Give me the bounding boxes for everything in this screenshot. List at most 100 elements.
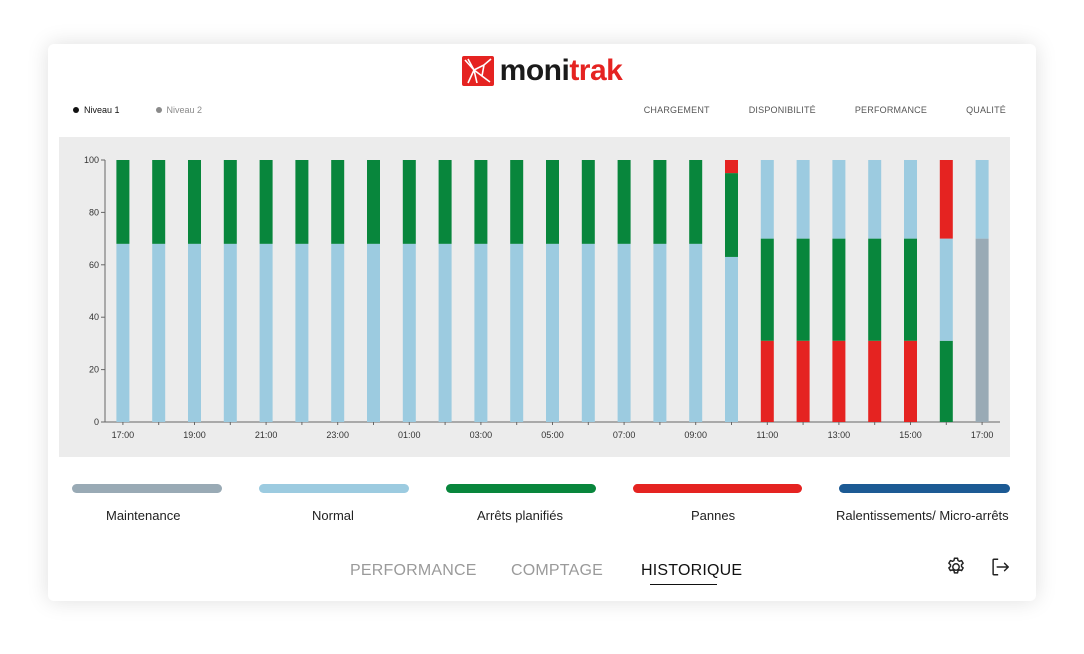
y-tick-label: 40 — [89, 312, 99, 322]
bar-segment — [904, 238, 917, 341]
level-selector: Niveau 1 Niveau 2 — [73, 105, 202, 115]
x-tick-label: 03:00 — [470, 430, 493, 440]
active-tab-underline — [650, 584, 717, 585]
bar-segment — [904, 160, 917, 239]
chart-legend: Maintenance Normal Arrêts planifiés Pann… — [48, 484, 1036, 524]
level-1-dot-icon — [73, 107, 79, 113]
kpi-disponibilite[interactable]: DISPONIBILITÉ — [748, 105, 816, 115]
x-tick-label: 11:00 — [756, 430, 778, 440]
tab-performance[interactable]: PERFORMANCE — [350, 562, 477, 579]
bar-segment — [331, 160, 345, 244]
tab-historique[interactable]: HISTORIQUE — [641, 562, 743, 579]
legend-pannes-label: Pannes — [691, 508, 736, 523]
legend-normal[interactable]: Normal — [259, 484, 409, 523]
brand-name-part1: moni — [499, 54, 570, 87]
level-2-option[interactable]: Niveau 2 — [155, 105, 203, 115]
bar-segment — [796, 340, 810, 422]
y-tick-label: 0 — [94, 417, 99, 427]
y-tick-label: 20 — [89, 365, 99, 375]
bar-segment — [689, 160, 703, 244]
bar-segment — [402, 243, 416, 422]
bar-segment — [546, 243, 559, 422]
bar-segment — [939, 160, 953, 239]
x-tick-label: 09:00 — [684, 430, 707, 440]
legend-arrets-planifies-label: Arrêts planifiés — [477, 508, 563, 523]
level-1-option[interactable]: Niveau 1 — [73, 105, 120, 115]
y-tick-label: 100 — [84, 155, 99, 165]
bar-segment — [116, 243, 130, 422]
bar-segment — [581, 243, 595, 422]
x-tick-label: 05:00 — [541, 430, 564, 440]
bar-segment — [116, 160, 130, 244]
history-chart-svg: 0 20 40 60 80 100 17:00 19:00 21:00 23:00 01:00 03:… — [84, 155, 1000, 440]
bar-segment — [223, 160, 237, 244]
bar-segment — [832, 160, 846, 239]
bar-segment — [188, 243, 201, 422]
bar-segment — [868, 238, 882, 341]
bar-segment — [904, 340, 917, 422]
legend-ralentissements-label: Ralentissements/ Micro-arrêts — [836, 508, 1009, 523]
kpi-performance[interactable]: PERFORMANCE — [854, 105, 928, 115]
bar-segment — [725, 256, 738, 422]
gear-icon[interactable] — [945, 556, 967, 578]
bar-segment — [331, 243, 345, 422]
bar-segment — [510, 243, 524, 422]
app-card: monitrak Niveau 1 Niveau 2 CHARGEMENT DI… — [48, 44, 1036, 601]
bar-segment — [796, 160, 810, 239]
bar-segment — [689, 243, 703, 422]
bar-segment — [295, 160, 309, 244]
bar-segment — [259, 160, 273, 244]
bar-segment — [725, 160, 738, 174]
legend-normal-label: Normal — [312, 508, 354, 523]
x-tick-label: 17:00 — [112, 430, 135, 440]
x-tick-label: 23:00 — [326, 430, 349, 440]
bar-segment — [223, 243, 237, 422]
bar-segment — [939, 340, 953, 422]
bar-segment — [617, 243, 631, 422]
bar-segment — [760, 340, 774, 422]
logo-icon — [461, 56, 494, 86]
x-tick-label: 07:00 — [613, 430, 636, 440]
history-chart: 0 20 40 60 80 100 17:00 19:00 21:00 23:00 01:00 03:… — [59, 137, 1010, 457]
logout-icon[interactable] — [989, 556, 1011, 578]
x-tick-label: 13:00 — [828, 430, 851, 440]
legend-arrets-planifies-swatch — [446, 484, 596, 493]
y-tick-label: 80 — [89, 207, 99, 217]
bar-segment — [510, 160, 524, 244]
bar-segment — [402, 160, 416, 244]
kpi-chargement[interactable]: CHARGEMENT — [643, 105, 710, 115]
bar-segment — [975, 238, 989, 422]
bar-segment — [653, 243, 667, 422]
legend-ralentissements[interactable]: Ralentissements/ Micro-arrêts — [836, 484, 1010, 523]
bar-segment — [546, 160, 559, 244]
bar-segment — [975, 160, 989, 239]
bar-segment — [438, 243, 452, 422]
bar-segment — [868, 340, 882, 422]
bar-segment — [796, 238, 810, 341]
bar-segment — [832, 340, 846, 422]
x-tick-label: 15:00 — [899, 430, 922, 440]
bar-segment — [725, 173, 738, 257]
legend-maintenance[interactable]: Maintenance — [72, 484, 222, 523]
legend-arrets-planifies[interactable]: Arrêts planifiés — [446, 484, 596, 523]
tab-comptage[interactable]: COMPTAGE — [511, 562, 603, 579]
bar-segment — [832, 238, 846, 341]
kpi-tabs: CHARGEMENT DISPONIBILITÉ PERFORMANCE QUA… — [644, 105, 1006, 115]
level-2-dot-icon — [155, 107, 162, 113]
y-tick-label: 60 — [89, 260, 99, 270]
legend-pannes-swatch — [633, 484, 802, 493]
bar-segment — [259, 243, 273, 422]
x-tick-label: 21:00 — [255, 430, 278, 440]
kpi-qualite[interactable]: QUALITÉ — [966, 105, 1006, 115]
bar-segment — [152, 243, 166, 422]
bar-segment — [617, 160, 631, 244]
legend-pannes[interactable]: Pannes — [633, 484, 802, 523]
legend-maintenance-label: Maintenance — [106, 508, 181, 523]
brand-logo: monitrak — [48, 54, 1036, 88]
brand-name: monitrak — [500, 54, 623, 88]
legend-maintenance-swatch — [72, 484, 222, 493]
bar-segment — [367, 160, 380, 244]
level-2-label: Niveau 2 — [166, 105, 203, 115]
x-tick-label: 01:00 — [398, 430, 421, 440]
brand-name-part2: trak — [569, 54, 623, 87]
